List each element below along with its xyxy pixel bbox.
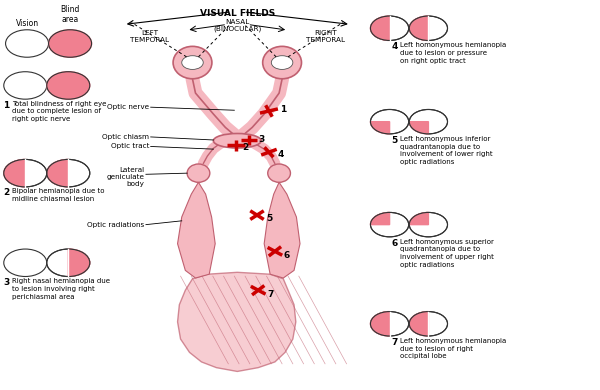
Text: Lateral
geniculate
body: Lateral geniculate body [107,167,145,187]
Polygon shape [264,182,300,278]
Wedge shape [409,312,428,336]
Wedge shape [409,213,428,225]
Circle shape [370,16,409,41]
Text: 3: 3 [258,135,265,144]
Text: Left homonymous superior
quadrantanopia due to
involvement of upper right
optic : Left homonymous superior quadrantanopia … [400,239,494,268]
Wedge shape [4,160,25,187]
Ellipse shape [268,164,290,182]
Text: RIGHT
TEMPORAL: RIGHT TEMPORAL [305,30,344,43]
Text: Left homonymous hemianopia
due to lesion of right
occipital lobe: Left homonymous hemianopia due to lesion… [400,338,506,360]
Circle shape [5,30,49,57]
Text: 1: 1 [280,105,286,113]
Text: Blind
area: Blind area [61,5,80,25]
Text: Total blindness of right eye
due to complete lesion of
right optic nerve: Total blindness of right eye due to comp… [12,101,107,122]
Text: 7: 7 [267,289,274,298]
Circle shape [47,72,90,99]
Text: 2: 2 [242,143,249,152]
Text: Bipolar hemianopia due to
midline chiasmal lesion: Bipolar hemianopia due to midline chiasm… [12,188,104,202]
Text: 7: 7 [391,338,398,347]
Circle shape [4,72,47,99]
Text: 4: 4 [278,151,284,160]
Text: 1: 1 [3,101,10,110]
Text: 5: 5 [391,136,398,145]
Circle shape [47,249,90,277]
Ellipse shape [214,133,261,148]
Text: Optic tract: Optic tract [111,144,149,149]
Text: 3: 3 [3,278,10,287]
Text: 4: 4 [391,43,398,51]
Ellipse shape [263,46,301,79]
Text: 5: 5 [266,215,272,223]
Text: NASAL
(BINOCULAR): NASAL (BINOCULAR) [213,19,262,32]
Wedge shape [370,312,389,336]
Polygon shape [178,182,215,278]
Text: 6: 6 [284,251,290,260]
Circle shape [4,160,47,187]
Circle shape [409,110,448,134]
Circle shape [271,56,293,69]
Polygon shape [178,272,296,371]
Wedge shape [409,16,428,41]
Text: Right nasal hemianopia due
to lesion involving right
perichiasmal area: Right nasal hemianopia due to lesion inv… [12,278,110,300]
Text: 6: 6 [391,239,398,248]
Wedge shape [409,122,428,134]
Text: 2: 2 [3,188,10,197]
Circle shape [409,213,448,237]
Text: LEFT
TEMPORAL: LEFT TEMPORAL [130,30,169,43]
Wedge shape [47,160,68,187]
Circle shape [47,160,90,187]
Circle shape [370,312,409,336]
Text: Optic nerve: Optic nerve [107,104,149,110]
Text: Optic chiasm: Optic chiasm [103,134,149,140]
Wedge shape [370,122,389,134]
Ellipse shape [173,46,212,79]
Circle shape [370,213,409,237]
Circle shape [4,249,47,277]
Wedge shape [370,16,389,41]
Circle shape [409,16,448,41]
Circle shape [409,312,448,336]
Text: Optic radiations: Optic radiations [88,222,145,228]
Text: Vision: Vision [16,19,38,28]
Wedge shape [68,249,90,277]
Wedge shape [370,213,389,225]
Ellipse shape [187,164,210,182]
Circle shape [182,56,203,69]
Circle shape [370,110,409,134]
Text: Left homonymous inferior
quadrantanopia due to
involvement of lower right
optic : Left homonymous inferior quadrantanopia … [400,136,493,165]
Text: VISUAL FIELDS: VISUAL FIELDS [200,9,275,18]
Text: Left homonymous hemianopia
due to lesion or pressure
on right optic tract: Left homonymous hemianopia due to lesion… [400,43,506,64]
Circle shape [49,30,92,57]
